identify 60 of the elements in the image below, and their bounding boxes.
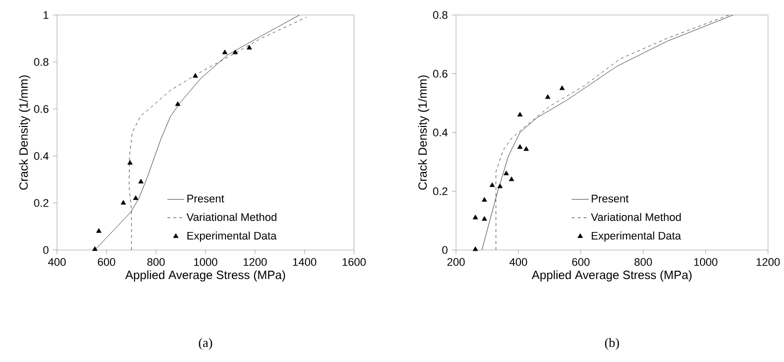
point: [497, 184, 503, 188]
x-tick-label: 600: [98, 258, 116, 266]
y-axis-title: Crack Density (1/mm): [418, 75, 430, 190]
legend-label: Experimental Data: [592, 232, 682, 242]
legend-label: Experimental Data: [187, 232, 277, 242]
x-tick-label: 600: [572, 258, 590, 266]
point: [524, 146, 529, 151]
x-tick-label: 1600: [342, 258, 366, 266]
point: [545, 94, 550, 99]
y-tick-label: 0: [43, 246, 48, 254]
point: [138, 178, 144, 184]
point: [120, 200, 126, 205]
point: [175, 101, 180, 106]
point: [517, 144, 523, 149]
text: (a): [198, 338, 212, 350]
y-tick-label: 0.2: [34, 199, 48, 207]
x-tick-label: 1400: [293, 258, 316, 266]
y-tick-label: 0.6: [433, 70, 448, 78]
point: [472, 214, 478, 220]
point: [232, 50, 238, 54]
y-tick-label: 0.2: [433, 187, 448, 196]
point: [508, 176, 514, 182]
y-axis-title: Crack Density (1/mm): [19, 75, 30, 190]
x-tick-label: 800: [147, 258, 165, 266]
point: [133, 195, 138, 200]
y-tick-label: 0.4: [433, 128, 448, 136]
legend-label: Present: [592, 194, 629, 202]
x-axis-title: Applied Average Stress (MPa): [532, 270, 692, 282]
legend-label: Present: [187, 194, 224, 202]
point: [192, 73, 198, 78]
x-tick-label: 400: [510, 258, 528, 266]
y-tick-label: 0.4: [34, 152, 49, 160]
point: [127, 160, 133, 165]
point: [517, 112, 523, 116]
point: [96, 228, 102, 233]
point: [246, 44, 252, 50]
legend-label: Variational Method: [590, 212, 681, 222]
y-tick-label: 1: [44, 11, 48, 19]
legend-label: Variational Method: [186, 212, 276, 222]
x-tick-label: 200: [447, 258, 465, 266]
point: [504, 170, 509, 176]
text: (b): [605, 338, 619, 350]
x-tick-label: 1200: [756, 258, 780, 266]
point: [482, 197, 488, 202]
point: [92, 246, 98, 251]
y-tick-label: 0.8: [34, 58, 48, 66]
x-tick-label: 800: [634, 258, 652, 266]
x-tick-label: 1000: [194, 258, 218, 266]
point: [559, 85, 565, 90]
point: [482, 216, 488, 221]
point: [222, 50, 228, 54]
y-tick-label: 0.8: [433, 11, 448, 19]
x-tick-label: 400: [48, 258, 66, 266]
point: [472, 246, 478, 252]
point: [490, 182, 495, 187]
x-tick-label: 1200: [244, 258, 267, 266]
y-tick-label: 0.6: [34, 105, 48, 113]
x-axis-title: Applied Average Stress (MPa): [125, 270, 286, 282]
x-tick-label: 1000: [694, 258, 718, 266]
y-tick-label: 0: [442, 246, 448, 254]
